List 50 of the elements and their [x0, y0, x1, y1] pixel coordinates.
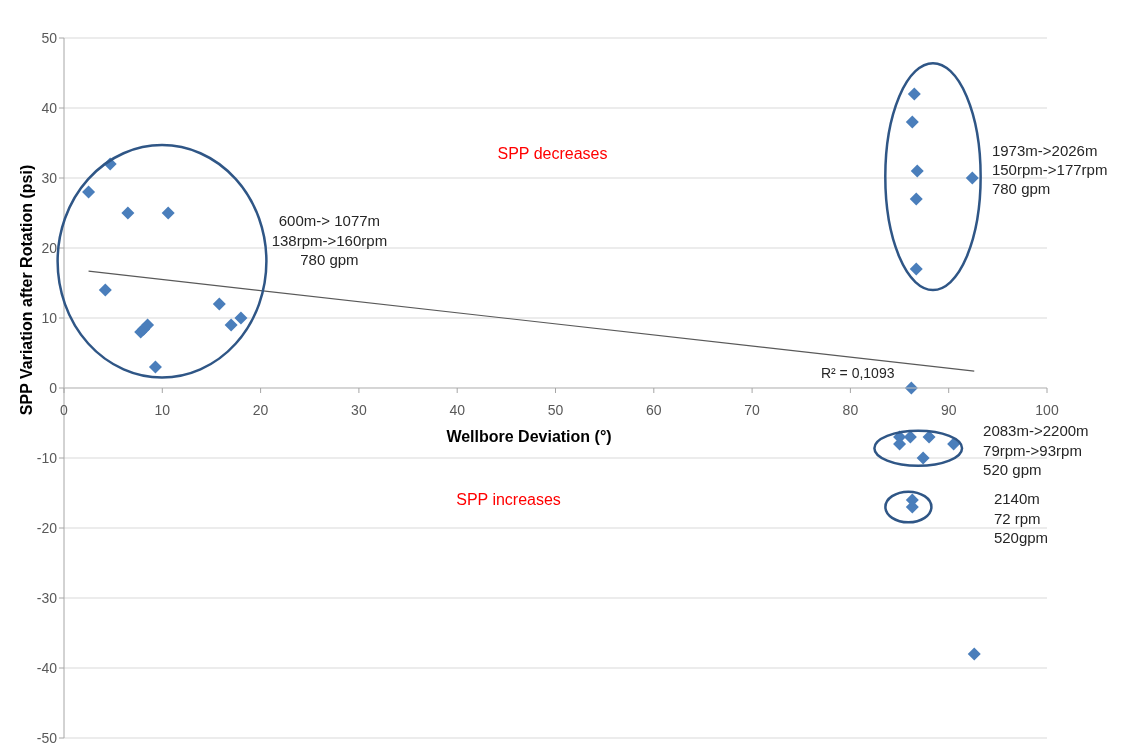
y-tick-label: 20 — [41, 239, 58, 256]
annotation: SPP increases — [456, 490, 561, 508]
x-axis-title: Wellbore Deviation (°) — [446, 427, 612, 445]
point — [907, 87, 921, 101]
y-axis-title: SPP Variation after Rotation (psi) — [17, 164, 35, 416]
y-tick-label: 10 — [41, 309, 58, 326]
x-tick-label: 10 — [154, 402, 171, 418]
y-tick-label: 30 — [41, 169, 58, 186]
x-tick-label: 80 — [842, 402, 859, 418]
x-tick-label: 40 — [449, 402, 466, 418]
point — [910, 164, 924, 178]
x-tick-label: 70 — [744, 402, 761, 418]
point — [141, 318, 155, 332]
annotation: SPP decreases — [497, 144, 608, 162]
x-tick-label: 100 — [1035, 402, 1059, 418]
point — [967, 647, 981, 661]
y-tick-label: -30 — [36, 589, 58, 606]
point — [916, 451, 930, 465]
x-tick-label: 0 — [60, 402, 69, 418]
point — [148, 360, 162, 374]
point — [903, 430, 917, 444]
y-tick-label: 40 — [41, 99, 58, 116]
y-tick-label: -50 — [36, 729, 58, 746]
point — [965, 171, 979, 185]
annotation: 2140m 72 rpm 520gpm — [993, 489, 1049, 546]
point — [82, 185, 96, 199]
point — [234, 311, 248, 325]
annotation: R² = 0,1093 — [820, 364, 895, 381]
point — [922, 430, 936, 444]
point — [224, 318, 238, 332]
x-tick-label: 90 — [940, 402, 957, 418]
y-tick-label: -40 — [36, 659, 58, 676]
x-tick-label: 60 — [646, 402, 662, 418]
point — [909, 262, 923, 276]
y-tick-label: -20 — [36, 519, 58, 536]
point — [161, 206, 175, 220]
y-tick-label: 50 — [41, 29, 58, 46]
point — [212, 297, 226, 311]
annotation: 2083m->2200m 79rpm->93rpm 520 gpm — [983, 421, 1089, 478]
y-tick-label: -10 — [36, 449, 58, 466]
point — [909, 192, 923, 206]
point — [905, 115, 919, 129]
point — [98, 283, 112, 297]
x-tick-label: 50 — [547, 402, 564, 418]
annotation: 1973m->2026m 150rpm->177rpm 780 gpm — [991, 141, 1108, 197]
annotation: 600m-> 1077m 138rpm->160rpm 780 gpm — [271, 211, 388, 268]
x-tick-label: 20 — [252, 402, 269, 418]
x-tick-label: 30 — [351, 402, 367, 418]
point — [121, 206, 135, 220]
y-tick-label: 0 — [49, 379, 58, 396]
